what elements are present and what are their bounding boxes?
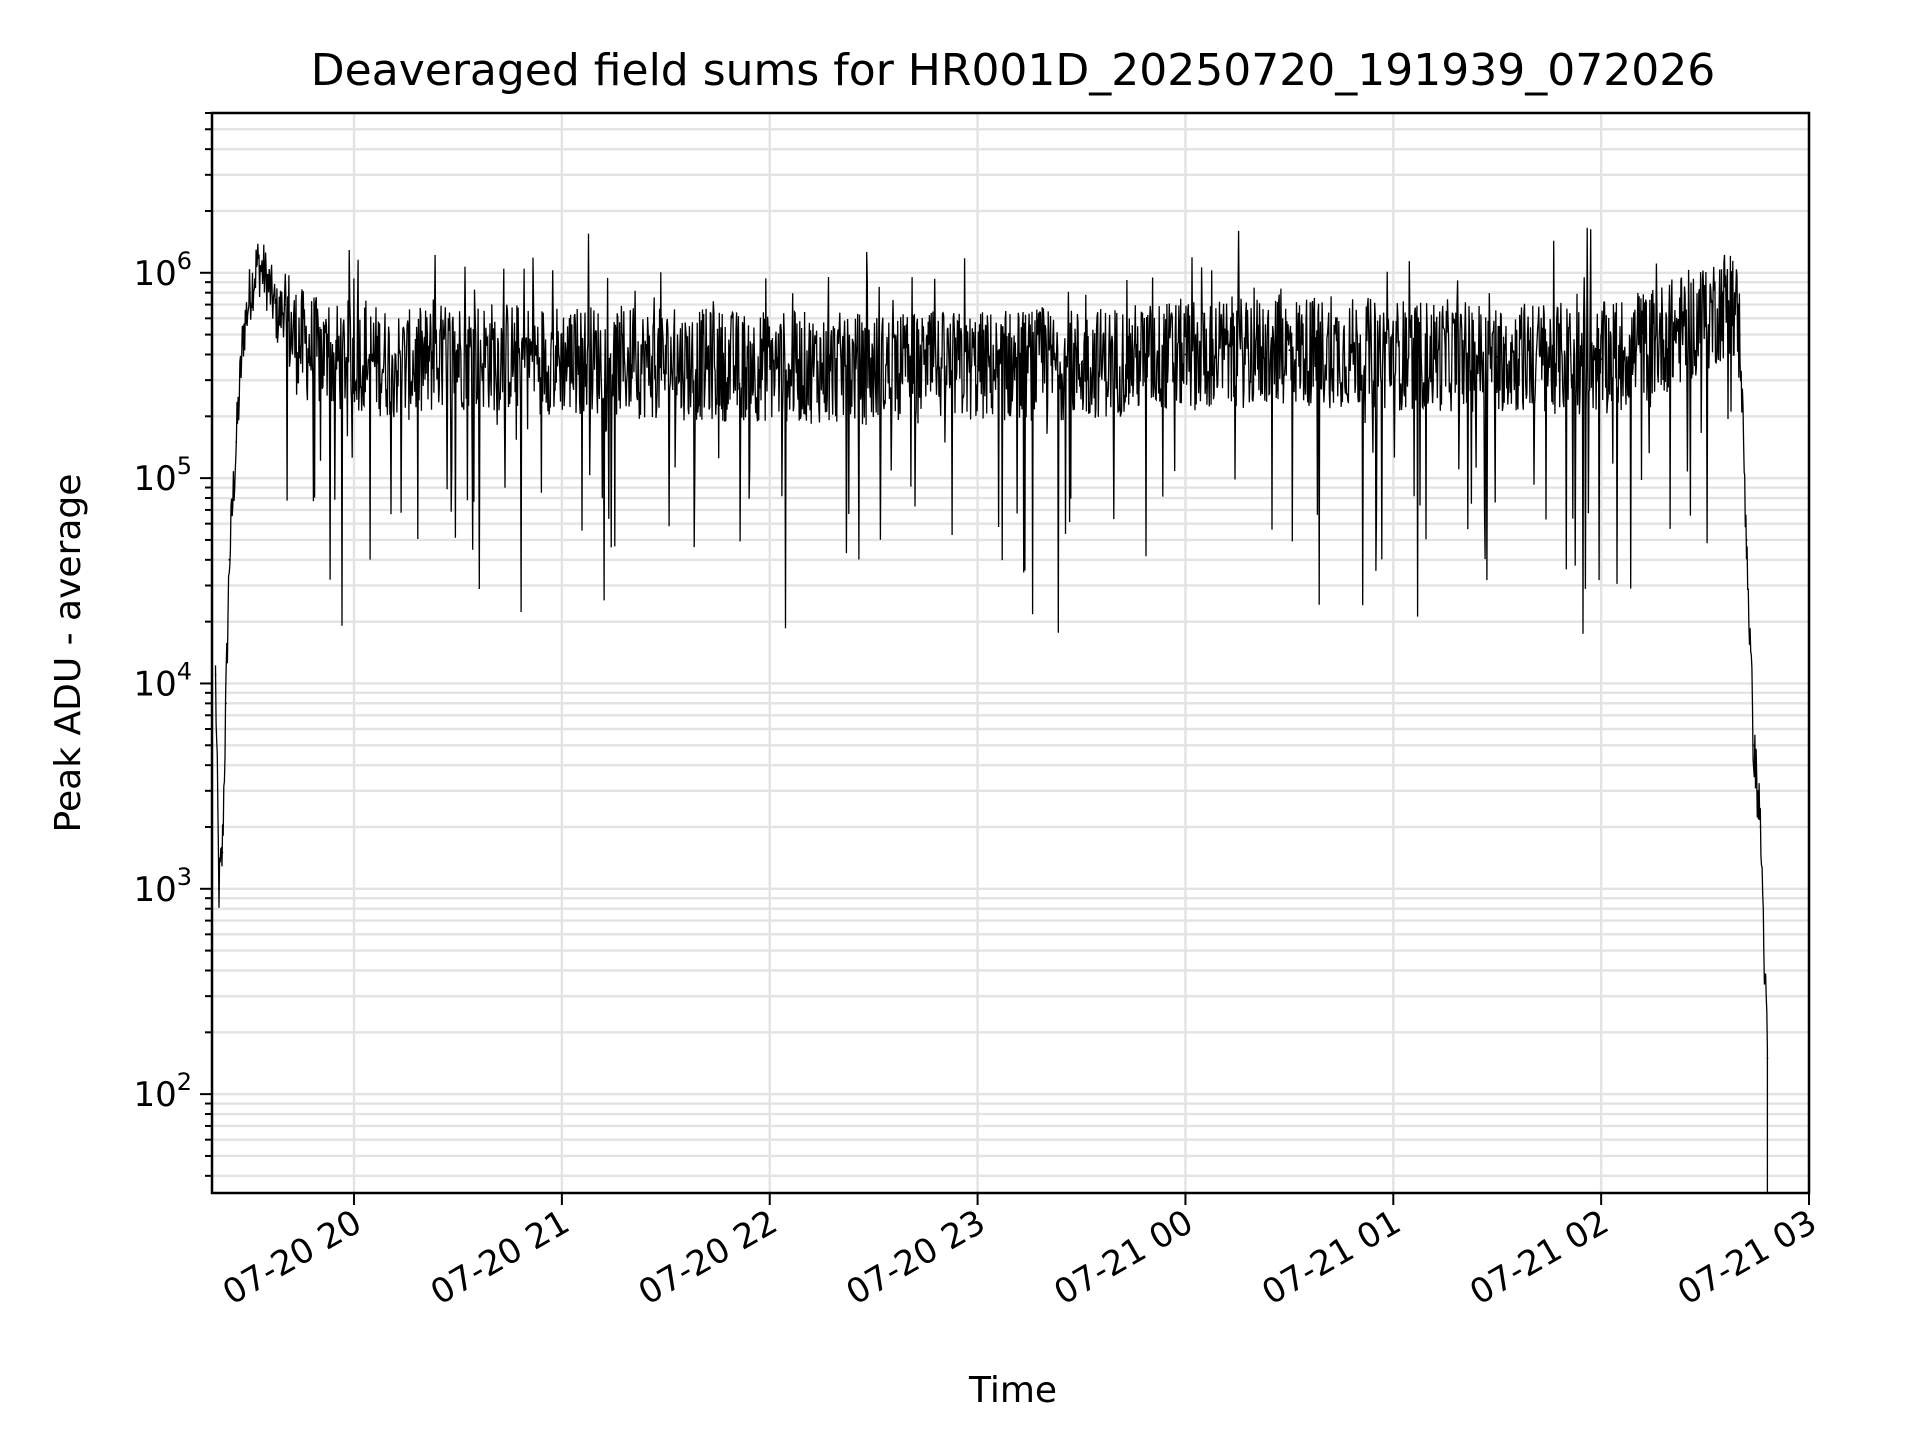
data-point xyxy=(1752,744,1755,747)
data-point xyxy=(457,353,459,356)
y-tick-label: 105 xyxy=(133,452,192,499)
x-tick-label: 07-21 03 xyxy=(1671,1202,1823,1313)
x-tick-label: 07-21 02 xyxy=(1463,1202,1615,1313)
data-point xyxy=(1738,333,1741,336)
data-point xyxy=(1745,539,1748,541)
data-point xyxy=(235,441,238,443)
data-point xyxy=(1288,349,1291,351)
x-axis-label: Time xyxy=(968,1370,1057,1411)
x-tick-label: 07-20 22 xyxy=(632,1202,784,1313)
y-axis-label: Peak ADU - average xyxy=(48,474,89,833)
data-point xyxy=(1721,303,1724,306)
x-tick-label: 07-20 23 xyxy=(840,1202,992,1313)
data-point xyxy=(228,558,231,561)
data-point xyxy=(318,353,321,356)
data-point xyxy=(976,365,979,368)
y-tick-label: 102 xyxy=(133,1068,192,1115)
data-point xyxy=(335,358,338,360)
data-point xyxy=(221,851,224,854)
series-line xyxy=(214,227,1769,1193)
data-point xyxy=(1184,353,1187,356)
data-point xyxy=(242,333,245,336)
x-axis: 07-20 20 07-20 21 07-20 22 07-20 23 07-21 00… xyxy=(216,1193,1824,1313)
data-point xyxy=(1080,363,1083,365)
data-point xyxy=(768,365,771,368)
data-point xyxy=(218,887,220,890)
y-tick-label: 106 xyxy=(133,247,192,294)
data-point xyxy=(301,343,303,345)
data-point xyxy=(1634,349,1637,351)
data-series xyxy=(214,227,1769,1193)
data-point xyxy=(1600,358,1602,360)
data-point xyxy=(249,291,252,294)
y-tick-label: 103 xyxy=(133,863,192,910)
data-point xyxy=(872,368,875,370)
data-point xyxy=(353,353,355,356)
y-axis: 102 103 104 105 106 xyxy=(133,112,212,1177)
data-point xyxy=(1704,317,1706,320)
chart-title: Deaveraged field sums for HR001D_2025072… xyxy=(311,45,1715,96)
data-point xyxy=(290,333,293,336)
data-point xyxy=(225,702,227,705)
data-point xyxy=(270,291,272,294)
data-point xyxy=(1766,1057,1769,1059)
x-tick-label: 07-20 20 xyxy=(216,1202,368,1313)
data-point xyxy=(1669,333,1672,336)
data-point xyxy=(664,363,667,365)
plot-frame xyxy=(210,111,1811,1195)
data-point xyxy=(256,263,258,266)
x-tick-label: 07-21 01 xyxy=(1255,1202,1407,1313)
x-tick-label: 07-21 00 xyxy=(1048,1202,1200,1313)
x-tick-label: 07-20 21 xyxy=(424,1202,576,1313)
y-tick-label: 104 xyxy=(133,657,192,704)
data-point xyxy=(1731,297,1734,300)
data-point xyxy=(263,271,265,274)
data-point xyxy=(1392,353,1395,356)
data-point xyxy=(283,303,286,306)
data-point xyxy=(214,674,217,676)
data-point xyxy=(276,317,279,320)
data-point xyxy=(561,358,563,360)
grid xyxy=(212,111,1811,1193)
data-point xyxy=(1759,826,1762,828)
data-point xyxy=(1496,355,1499,358)
data-point xyxy=(405,365,407,368)
